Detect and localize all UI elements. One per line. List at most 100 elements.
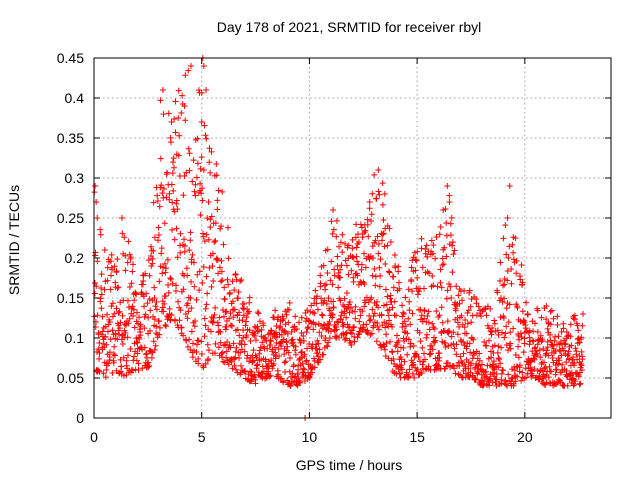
data-point (182, 72, 189, 79)
data-point (375, 240, 382, 247)
data-point (436, 354, 443, 361)
data-point (205, 236, 212, 243)
y-tick-label: 0.25 (57, 210, 84, 226)
data-point (417, 338, 424, 345)
data-point (105, 328, 112, 335)
data-point (248, 378, 255, 385)
data-point (218, 257, 225, 264)
data-point (196, 268, 203, 275)
data-point (437, 266, 444, 273)
data-point (464, 309, 471, 316)
data-point (220, 313, 227, 320)
data-point (375, 167, 382, 173)
data-point (122, 252, 129, 259)
data-point (405, 286, 412, 293)
data-point (352, 234, 359, 241)
data-point (362, 264, 369, 271)
data-point (421, 356, 428, 363)
data-point (434, 283, 441, 290)
data-point (367, 316, 374, 323)
data-point (205, 347, 212, 354)
data-point (366, 199, 373, 205)
data-point (404, 351, 411, 358)
data-point (280, 315, 287, 322)
data-point (235, 289, 242, 296)
data-point (488, 354, 495, 361)
data-point (389, 323, 396, 330)
data-point (443, 219, 450, 226)
data-point (555, 333, 562, 340)
data-point (571, 380, 578, 387)
data-point (272, 307, 279, 314)
data-point (241, 300, 248, 307)
data-point (206, 264, 213, 271)
data-point (391, 298, 398, 305)
data-point (188, 328, 195, 335)
data-point (267, 372, 274, 379)
data-point (236, 354, 243, 361)
data-point (120, 354, 127, 361)
data-point (313, 300, 320, 307)
data-point (296, 336, 303, 343)
data-point (256, 350, 263, 357)
data-point (190, 157, 197, 164)
data-point (541, 365, 548, 372)
data-point (266, 373, 273, 380)
data-point (387, 292, 394, 299)
data-point (349, 245, 356, 252)
data-point (335, 284, 342, 291)
data-point (295, 375, 302, 382)
data-point (194, 160, 201, 167)
data-point (153, 323, 160, 330)
data-point (466, 287, 473, 294)
data-point (172, 288, 179, 295)
data-point (142, 351, 149, 358)
data-point (189, 354, 196, 361)
data-point (421, 307, 428, 314)
data-point (378, 311, 385, 318)
data-point (344, 304, 351, 311)
data-point (194, 135, 201, 142)
data-point (208, 283, 215, 290)
data-point (568, 342, 575, 349)
data-point (503, 323, 510, 330)
data-point (443, 232, 450, 239)
data-point (466, 340, 473, 347)
data-point (254, 361, 261, 368)
data-point (239, 317, 246, 324)
data-point (316, 329, 323, 336)
data-point (553, 380, 560, 387)
data-point (382, 261, 389, 268)
data-point (195, 337, 202, 344)
data-point (547, 308, 554, 315)
data-point (374, 233, 381, 240)
data-point (513, 270, 520, 277)
data-point (483, 342, 490, 349)
data-point (204, 290, 211, 297)
data-point (153, 306, 160, 313)
data-point (330, 304, 337, 311)
data-point (292, 313, 299, 320)
data-point (369, 272, 376, 279)
data-point (476, 357, 483, 364)
data-point (416, 329, 423, 336)
data-point (502, 330, 509, 337)
data-point (543, 316, 550, 323)
data-point (155, 318, 162, 325)
data-point (381, 191, 388, 197)
data-point (400, 311, 407, 318)
data-point (424, 268, 431, 275)
data-point (572, 378, 579, 385)
data-point (151, 316, 158, 323)
data-point (455, 371, 462, 378)
data-point (343, 314, 350, 321)
data-point (304, 307, 311, 314)
data-point (157, 97, 164, 104)
data-point (507, 329, 514, 336)
data-point (212, 304, 219, 311)
data-point (428, 237, 435, 244)
data-point (376, 283, 383, 290)
data-point (284, 343, 291, 350)
data-point (113, 367, 120, 374)
